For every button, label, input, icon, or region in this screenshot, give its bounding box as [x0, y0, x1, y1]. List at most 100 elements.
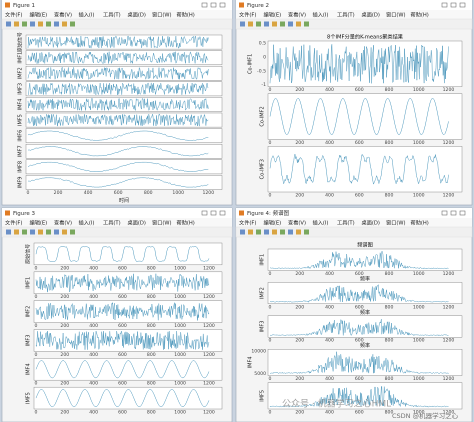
toolbar-button[interactable] — [14, 229, 19, 235]
toolbar-button[interactable] — [70, 229, 75, 235]
toolbar-button[interactable] — [280, 21, 285, 27]
y-tick-label: 0 — [263, 54, 266, 60]
menu-item[interactable]: 桌面(D) — [362, 10, 380, 18]
menu-item[interactable]: 查看(V) — [54, 218, 72, 226]
window-max-button[interactable] — [450, 210, 457, 216]
toolbar-button[interactable] — [54, 229, 59, 235]
menu-item[interactable]: 工具(T) — [337, 219, 355, 226]
menu-item[interactable]: 窗口(W) — [152, 218, 172, 226]
toolbar-button[interactable] — [70, 21, 75, 27]
plot-axes — [267, 248, 463, 271]
toolbar-button[interactable] — [248, 21, 253, 27]
menu-item[interactable]: 窗口(W) — [386, 218, 406, 226]
menu-item[interactable]: 插入(I) — [313, 10, 329, 18]
window-close-button[interactable] — [459, 210, 466, 216]
toolbar-button[interactable] — [296, 229, 301, 235]
toolbar-button[interactable] — [272, 229, 277, 235]
toolbar-button[interactable] — [256, 229, 261, 235]
menu-item[interactable]: 查看(V) — [288, 10, 306, 18]
window-close-button[interactable] — [219, 210, 226, 216]
toolbar-button[interactable] — [38, 229, 43, 235]
window-min-button[interactable] — [441, 2, 448, 8]
toolbar-button[interactable] — [280, 229, 285, 235]
toolbar-button[interactable] — [240, 229, 245, 235]
plot-trace — [35, 331, 210, 350]
toolbar-button[interactable] — [46, 229, 51, 235]
toolbar-button[interactable] — [38, 21, 43, 27]
toolbar-button[interactable] — [288, 21, 293, 27]
toolbar-button[interactable] — [62, 229, 67, 235]
toolbar-button[interactable] — [30, 229, 35, 235]
window-max-button[interactable] — [210, 210, 217, 216]
menu-item[interactable]: 查看(V) — [54, 10, 72, 18]
menu-item[interactable]: 工具(T) — [103, 11, 121, 18]
toolbar-button[interactable] — [22, 21, 27, 27]
menu-item[interactable]: 插入(I) — [313, 218, 329, 226]
window-max-button[interactable] — [210, 2, 217, 8]
menu-item[interactable]: 窗口(W) — [152, 10, 172, 18]
toolbar-button[interactable] — [296, 21, 301, 27]
toolbar-button[interactable] — [46, 21, 51, 27]
menu-item[interactable]: 帮助(H) — [411, 10, 429, 18]
toolbar-button[interactable] — [248, 229, 253, 235]
x-tick-label: 400 — [325, 376, 334, 382]
menu-item[interactable]: 桌面(D) — [128, 218, 146, 226]
x-tick-label: 400 — [325, 193, 334, 199]
menu-item[interactable]: 桌面(D) — [128, 10, 146, 18]
y-axis-label: Co-IMF2 — [260, 106, 266, 126]
toolbar-button[interactable] — [256, 21, 261, 27]
toolbar-button[interactable] — [14, 21, 19, 27]
toolbar-button[interactable] — [288, 229, 293, 235]
menu-item[interactable]: 插入(I) — [79, 218, 95, 226]
toolbar-button[interactable] — [6, 21, 11, 27]
x-tick-label: 200 — [60, 352, 69, 358]
toolbar-button[interactable] — [54, 21, 59, 27]
window-min-button[interactable] — [201, 2, 208, 8]
menu-item[interactable]: 编辑(E) — [30, 218, 48, 226]
toolbar-button[interactable] — [22, 229, 27, 235]
menu-item[interactable]: 帮助(H) — [177, 10, 195, 18]
x-tick-label: 800 — [385, 271, 394, 277]
toolbar-button[interactable] — [30, 21, 35, 27]
toolbar-button[interactable] — [62, 21, 67, 27]
menu-item[interactable]: 工具(T) — [103, 219, 121, 226]
x-tick-label: 1000 — [413, 271, 425, 277]
x-tick-label: 1200 — [203, 323, 215, 329]
menu-item[interactable]: 插入(I) — [79, 10, 95, 18]
x-tick-label: 600 — [118, 323, 127, 329]
window-close-button[interactable] — [219, 2, 226, 8]
menu-item[interactable]: 查看(V) — [288, 218, 306, 226]
menu-item[interactable]: 文件(F) — [5, 10, 22, 18]
x-tick-label: 600 — [114, 190, 123, 196]
window-min-button[interactable] — [201, 210, 208, 216]
menu-item[interactable]: 文件(F) — [239, 218, 256, 226]
menu-item[interactable]: 编辑(E) — [264, 10, 282, 18]
window-close-button[interactable] — [459, 2, 466, 8]
x-tick-label: 800 — [385, 338, 394, 344]
menu-item[interactable]: 窗口(W) — [386, 10, 406, 18]
toolbar-button[interactable] — [304, 21, 309, 27]
toolbar-button[interactable] — [272, 21, 277, 27]
toolbar-button[interactable] — [6, 229, 11, 235]
x-tick-label: 1000 — [174, 410, 186, 416]
menu-item[interactable]: 桌面(D) — [362, 218, 380, 226]
menu-item[interactable]: 文件(F) — [239, 10, 256, 18]
menu-item[interactable]: 帮助(H) — [177, 218, 195, 226]
x-tick-label: 600 — [355, 193, 364, 199]
toolbar-button[interactable] — [304, 229, 309, 235]
menu-item[interactable]: 帮助(H) — [411, 218, 429, 226]
toolbar-button[interactable] — [264, 21, 269, 27]
toolbar-button[interactable] — [240, 21, 245, 27]
y-axis-label: IMF3 — [260, 321, 266, 333]
x-tick-label: 800 — [385, 376, 394, 382]
y-axis-label: 原始信号 — [25, 244, 32, 264]
y-axis-label: IMF2 — [260, 287, 266, 299]
menu-item[interactable]: 工具(T) — [337, 11, 355, 18]
window-min-button[interactable] — [441, 210, 448, 216]
menu-item[interactable]: 编辑(E) — [30, 10, 48, 18]
window-max-button[interactable] — [450, 2, 457, 8]
x-tick-label: 600 — [118, 265, 127, 271]
menu-item[interactable]: 文件(F) — [5, 218, 22, 226]
toolbar-button[interactable] — [264, 229, 269, 235]
menu-item[interactable]: 编辑(E) — [264, 218, 282, 226]
